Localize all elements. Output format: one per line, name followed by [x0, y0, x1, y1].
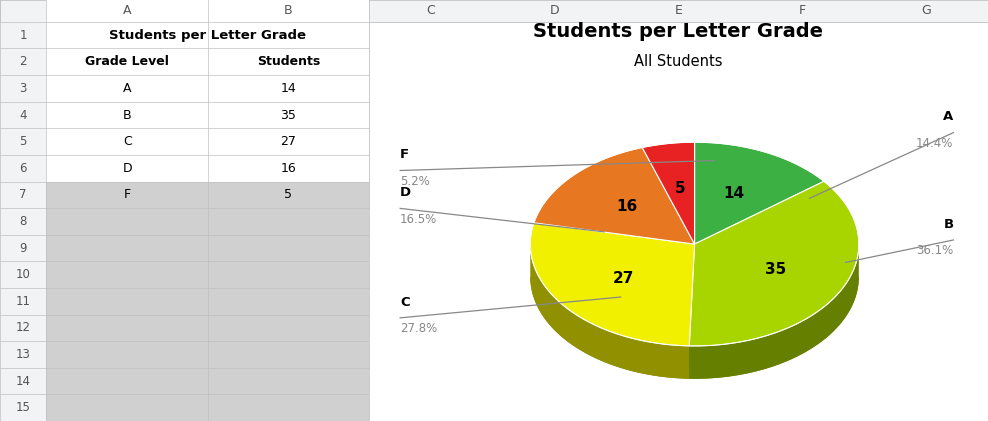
Polygon shape — [690, 247, 859, 379]
Text: 27.8%: 27.8% — [400, 322, 438, 335]
Text: 16: 16 — [281, 162, 296, 175]
Text: 5: 5 — [675, 181, 686, 196]
Text: A: A — [944, 110, 953, 123]
Polygon shape — [534, 147, 695, 244]
Text: D: D — [123, 162, 132, 175]
Text: D: D — [400, 186, 411, 199]
Text: 14.4%: 14.4% — [916, 137, 953, 150]
Polygon shape — [531, 223, 695, 346]
Text: 5.2%: 5.2% — [400, 175, 430, 188]
Text: 27: 27 — [281, 135, 296, 148]
Text: 35: 35 — [765, 262, 785, 277]
Text: 2: 2 — [20, 55, 27, 68]
Text: Grade Level: Grade Level — [85, 55, 169, 68]
Text: 12: 12 — [16, 321, 31, 334]
Text: B: B — [123, 109, 131, 122]
Text: C: C — [426, 5, 435, 17]
Text: 16.5%: 16.5% — [400, 213, 438, 226]
Polygon shape — [531, 245, 690, 379]
Text: 5: 5 — [285, 188, 292, 201]
Text: 8: 8 — [20, 215, 27, 228]
Text: F: F — [798, 5, 806, 17]
Polygon shape — [531, 277, 859, 379]
Text: F: F — [124, 188, 130, 201]
Text: 15: 15 — [16, 401, 31, 414]
Text: 14: 14 — [16, 375, 31, 388]
Text: 9: 9 — [20, 242, 27, 255]
Bar — [369, 0, 988, 22]
Text: Students per Letter Grade: Students per Letter Grade — [534, 22, 823, 41]
Bar — [46, 0, 369, 181]
Text: A: A — [123, 5, 131, 17]
Text: 27: 27 — [613, 271, 634, 286]
Text: C: C — [400, 296, 410, 309]
Text: C: C — [123, 135, 131, 148]
Text: B: B — [944, 218, 953, 231]
Text: E: E — [675, 5, 682, 17]
Text: 16: 16 — [617, 199, 638, 214]
Text: 7: 7 — [20, 188, 27, 201]
Text: 4: 4 — [20, 109, 27, 122]
Bar — [46, 208, 369, 421]
Bar — [0, 22, 46, 421]
Text: A: A — [123, 82, 131, 95]
Text: Students: Students — [257, 55, 320, 68]
Polygon shape — [690, 244, 695, 379]
Text: F: F — [400, 148, 409, 161]
Text: Students per Letter Grade: Students per Letter Grade — [109, 29, 306, 42]
Text: 13: 13 — [16, 348, 31, 361]
Text: 14: 14 — [723, 186, 745, 201]
Polygon shape — [695, 142, 824, 244]
Polygon shape — [642, 142, 695, 244]
Text: B: B — [285, 5, 292, 17]
Text: 14: 14 — [281, 82, 296, 95]
Text: 6: 6 — [20, 162, 27, 175]
Text: 3: 3 — [20, 82, 27, 95]
Bar — [0, 0, 369, 22]
Text: 11: 11 — [16, 295, 31, 308]
Text: 5: 5 — [20, 135, 27, 148]
Text: G: G — [921, 5, 931, 17]
Text: 10: 10 — [16, 268, 31, 281]
Polygon shape — [690, 181, 859, 346]
Text: All Students: All Students — [634, 53, 722, 69]
Text: 1: 1 — [20, 29, 27, 42]
Text: 36.1%: 36.1% — [916, 244, 953, 257]
Text: D: D — [549, 5, 559, 17]
Text: 35: 35 — [281, 109, 296, 122]
Polygon shape — [690, 244, 695, 379]
